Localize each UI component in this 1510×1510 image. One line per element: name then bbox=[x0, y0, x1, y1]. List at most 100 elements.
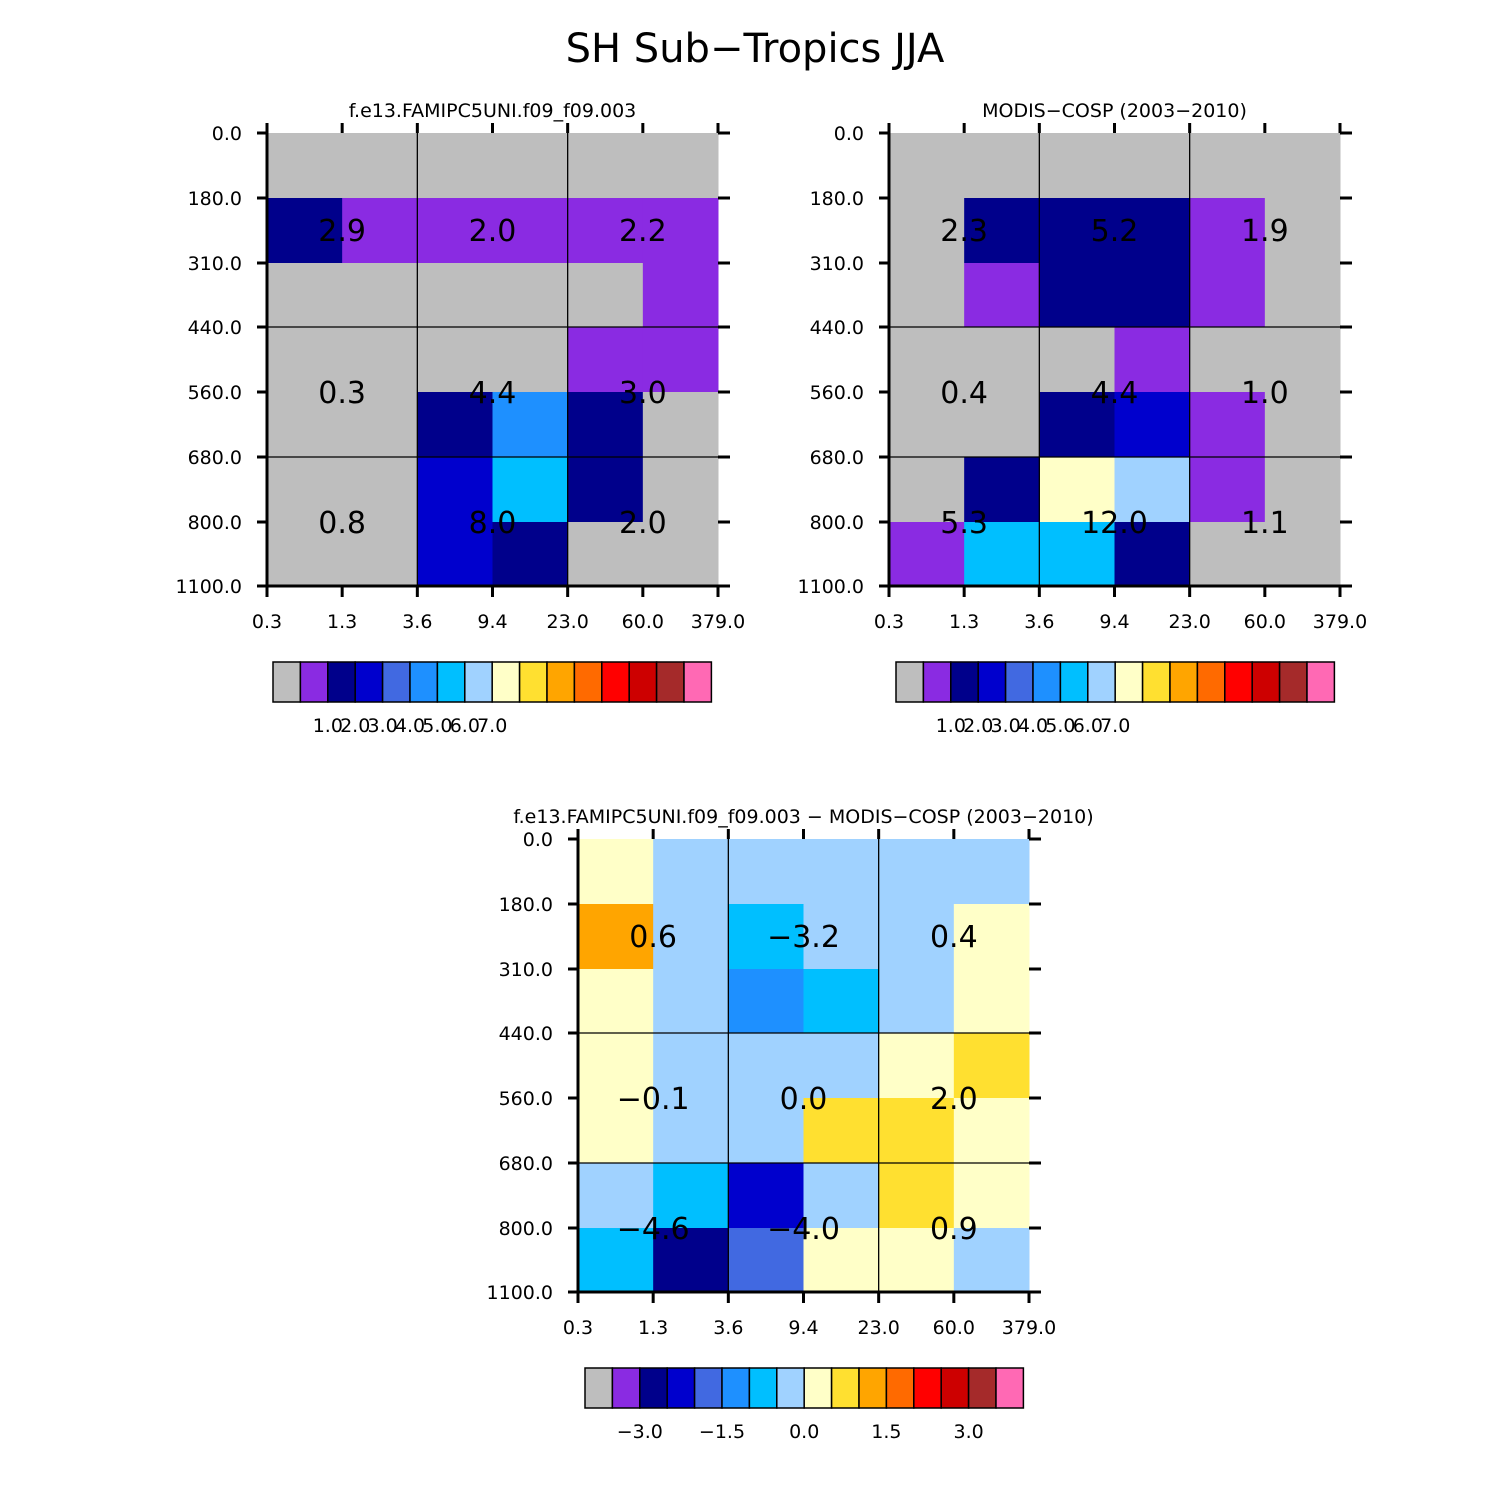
legend-swatch bbox=[584, 1367, 614, 1409]
panel-difference: f.e13.FAMIPC5UNI.f09_f09.003 − MODIS−COS… bbox=[487, 806, 1094, 1443]
legend-label: 7.0 bbox=[1100, 715, 1130, 737]
heatmap-cell bbox=[728, 1033, 804, 1099]
x-tick-label: 379.0 bbox=[691, 611, 745, 633]
panel-model: f.e13.FAMIPC5UNI.f09_f09.003 0.0 180.0 310.… bbox=[176, 100, 746, 737]
heatmap-cell bbox=[578, 1163, 654, 1229]
heatmap-cell bbox=[803, 839, 880, 905]
heatmap-cell bbox=[417, 522, 493, 587]
heatmap-cell bbox=[953, 1228, 1030, 1293]
heatmap-cell bbox=[342, 133, 418, 199]
heatmap-cell bbox=[889, 198, 965, 264]
x-tick-label: 1.3 bbox=[949, 611, 979, 633]
cell-value-label: 2.3 bbox=[940, 214, 988, 249]
y-tick-label: 560.0 bbox=[810, 382, 864, 404]
x-tick-label: 3.6 bbox=[402, 611, 432, 633]
heatmap-cell bbox=[728, 839, 804, 905]
heatmap-cell bbox=[653, 1098, 729, 1164]
heatmap-cell bbox=[267, 392, 343, 458]
cell-value-label: 1.0 bbox=[1241, 376, 1289, 411]
legend-label: 5.0 bbox=[422, 715, 452, 737]
legend-swatch bbox=[683, 661, 713, 703]
heatmap-cell bbox=[889, 392, 965, 458]
cell-value-label: 0.9 bbox=[930, 1212, 978, 1247]
heatmap-cell bbox=[889, 457, 965, 523]
legend-swatch bbox=[1004, 661, 1034, 703]
heatmap-cell bbox=[567, 263, 644, 328]
y-tick-label: 310.0 bbox=[188, 253, 242, 275]
heatmap-cell bbox=[803, 1163, 880, 1229]
y-tick-label: 310.0 bbox=[499, 959, 553, 981]
heatmap-cell bbox=[492, 392, 569, 458]
heatmap-cell bbox=[267, 457, 343, 523]
x-tick-label: 3.6 bbox=[1024, 611, 1054, 633]
legend-swatch bbox=[776, 1367, 805, 1409]
heatmap-cell bbox=[728, 904, 804, 970]
x-tick-label: 9.4 bbox=[1099, 611, 1129, 633]
legend-swatch bbox=[666, 1367, 696, 1409]
heatmap-cell bbox=[1264, 133, 1341, 199]
legend-swatch bbox=[1141, 661, 1171, 703]
heatmap-cell bbox=[728, 1163, 804, 1229]
heatmap-cell bbox=[1264, 198, 1341, 264]
heatmap-cell bbox=[578, 904, 654, 970]
heatmap-cell bbox=[889, 327, 965, 393]
legend-swatch bbox=[409, 661, 439, 703]
heatmap-cell bbox=[889, 263, 965, 328]
heatmap-cell bbox=[964, 522, 1040, 587]
cell-value-label: 2.9 bbox=[318, 214, 366, 249]
heatmap-cell bbox=[953, 1163, 1030, 1229]
heatmap-cell bbox=[267, 522, 343, 587]
x-tick-label: 379.0 bbox=[1002, 1317, 1056, 1339]
heatmap-cell bbox=[567, 327, 644, 393]
heatmap-cell bbox=[342, 392, 418, 458]
y-tick-label: 440.0 bbox=[188, 317, 242, 339]
legend-swatch bbox=[1059, 661, 1089, 703]
heatmap-cell bbox=[1189, 522, 1266, 587]
heatmap-cell bbox=[1189, 263, 1266, 328]
y-tick-label: 800.0 bbox=[499, 1218, 553, 1240]
y-tick-label: 800.0 bbox=[810, 512, 864, 534]
legend-swatch bbox=[1087, 661, 1116, 703]
x-tick-label: 1.3 bbox=[327, 611, 357, 633]
heatmap-cell bbox=[964, 133, 1040, 199]
x-tick-label: 60.0 bbox=[622, 611, 664, 633]
legend-swatch bbox=[628, 661, 658, 703]
heatmap-cell bbox=[1114, 198, 1191, 264]
y-tick-label: 310.0 bbox=[810, 253, 864, 275]
legend-swatch bbox=[381, 661, 411, 703]
legend-swatch bbox=[1251, 661, 1281, 703]
y-tick-label: 180.0 bbox=[810, 188, 864, 210]
legend-swatch bbox=[491, 661, 521, 703]
legend-swatch bbox=[1169, 661, 1199, 703]
cell-value-label: 1.9 bbox=[1241, 214, 1289, 249]
heatmap-cell bbox=[267, 327, 343, 393]
heatmap-cell bbox=[1114, 392, 1191, 458]
heatmap-cell bbox=[492, 198, 569, 264]
heatmap-cell bbox=[642, 133, 719, 199]
heatmap-cell bbox=[964, 327, 1040, 393]
heatmap-cell bbox=[567, 198, 644, 264]
heatmap-cell bbox=[1264, 263, 1341, 328]
cell-value-label: −0.1 bbox=[617, 1082, 690, 1117]
x-tick-label: 379.0 bbox=[1313, 611, 1367, 633]
heatmap-cell bbox=[567, 392, 644, 458]
cell-value-label: 0.6 bbox=[629, 920, 677, 955]
legend-swatch bbox=[922, 661, 952, 703]
cell-value-label: 2.0 bbox=[469, 214, 517, 249]
legend-label: 7.0 bbox=[477, 715, 507, 737]
legend-swatch bbox=[611, 1367, 641, 1409]
heatmap-cell bbox=[1114, 133, 1191, 199]
x-tick-label: 9.4 bbox=[477, 611, 507, 633]
y-tick-label: 560.0 bbox=[499, 1088, 553, 1110]
cell-value-label: 4.4 bbox=[1091, 376, 1139, 411]
x-tick-label: 0.3 bbox=[874, 611, 904, 633]
cell-value-label: 0.4 bbox=[940, 376, 988, 411]
heatmap-cell bbox=[578, 1228, 654, 1293]
heatmap-cell bbox=[653, 1163, 729, 1229]
heatmap-cell bbox=[878, 904, 955, 970]
y-tick-label: 800.0 bbox=[188, 512, 242, 534]
heatmap-cell bbox=[878, 839, 955, 905]
heatmap-cell bbox=[1039, 133, 1115, 199]
heatmap-cell bbox=[578, 1033, 654, 1099]
y-tick-label: 180.0 bbox=[188, 188, 242, 210]
